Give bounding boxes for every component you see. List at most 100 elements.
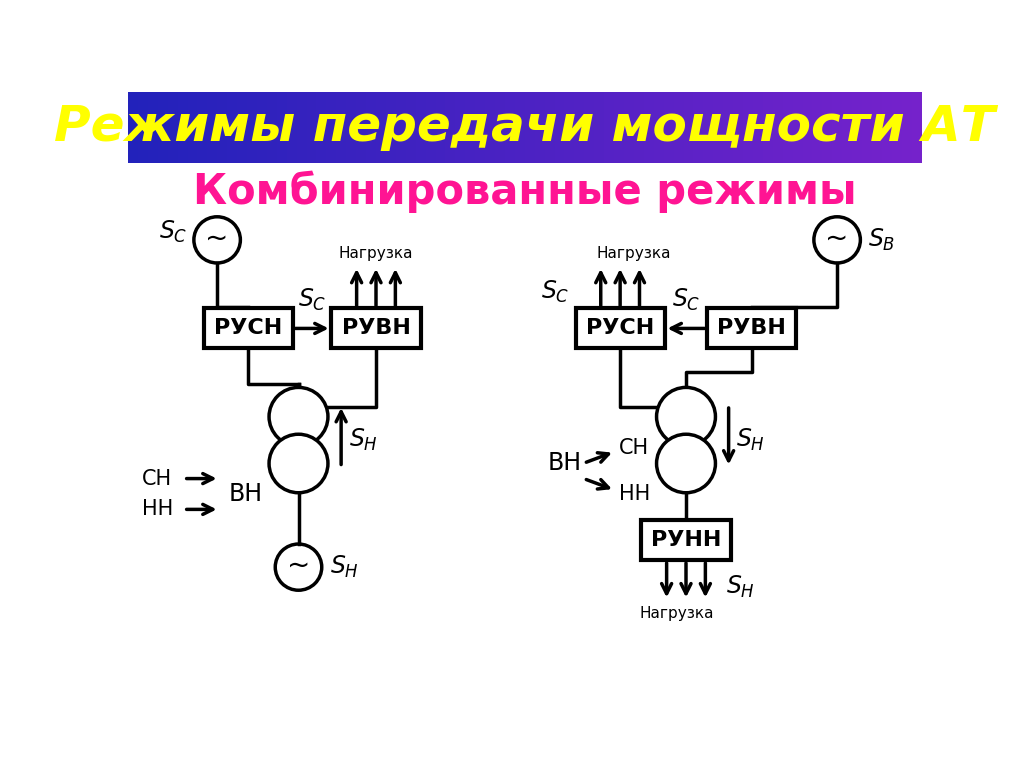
Bar [217, 92, 228, 163]
Bar [306, 92, 318, 163]
Bar [276, 92, 289, 163]
Text: $S_C$: $S_C$ [159, 219, 187, 245]
Bar [426, 92, 437, 163]
Bar [238, 92, 249, 163]
Text: РУНН: РУНН [651, 530, 721, 550]
Bar [753, 92, 765, 163]
Bar [852, 92, 863, 163]
Text: $S_C$: $S_C$ [672, 287, 700, 313]
Text: $S_C$: $S_C$ [298, 287, 327, 313]
Bar [465, 92, 477, 163]
Text: СН: СН [618, 438, 648, 458]
Bar [564, 92, 575, 163]
Bar [782, 92, 795, 163]
Text: $S_B$: $S_B$ [868, 227, 895, 253]
Bar [445, 92, 457, 163]
Bar [634, 92, 645, 163]
Bar [763, 92, 774, 163]
Bar [376, 92, 387, 163]
Bar [356, 92, 368, 163]
Bar [475, 92, 486, 163]
Text: Режимы передачи мощности АТ: Режимы передачи мощности АТ [54, 104, 995, 151]
Bar [674, 92, 685, 163]
Bar [406, 92, 417, 163]
Bar [495, 92, 507, 163]
Bar [708, 308, 797, 348]
Bar [287, 92, 298, 163]
Bar [882, 92, 893, 163]
Bar [207, 92, 219, 163]
Bar [138, 92, 150, 163]
Bar [485, 92, 497, 163]
Text: НН: НН [618, 484, 650, 504]
Bar [585, 92, 596, 163]
Bar [822, 92, 834, 163]
Text: ~: ~ [825, 224, 849, 252]
Bar [773, 92, 784, 163]
Bar [435, 92, 447, 163]
Bar [902, 92, 913, 163]
Bar [872, 92, 884, 163]
Bar [158, 92, 169, 163]
Bar [386, 92, 397, 163]
Bar [664, 92, 675, 163]
Bar [812, 92, 824, 163]
Bar [641, 520, 730, 560]
Circle shape [269, 434, 328, 492]
Bar [743, 92, 755, 163]
Bar [733, 92, 744, 163]
Text: $S_H$: $S_H$ [349, 427, 378, 453]
Text: НН: НН [142, 499, 173, 519]
Bar [653, 92, 666, 163]
Bar [297, 92, 308, 163]
Bar [614, 92, 626, 163]
Bar [535, 92, 546, 163]
Bar [316, 92, 328, 163]
Bar [524, 92, 537, 163]
Bar [842, 92, 854, 163]
Bar [723, 92, 734, 163]
Bar [604, 92, 615, 163]
Text: Нагрузка: Нагрузка [639, 607, 714, 621]
Bar [644, 92, 655, 163]
Bar [624, 92, 636, 163]
Circle shape [656, 434, 716, 492]
Bar [416, 92, 427, 163]
Bar [714, 92, 725, 163]
Bar [833, 92, 844, 163]
Bar [456, 92, 467, 163]
Bar [892, 92, 903, 163]
Bar [336, 92, 348, 163]
Bar [555, 92, 566, 163]
Text: $S_H$: $S_H$ [736, 427, 765, 453]
Bar [147, 92, 160, 163]
Bar [204, 308, 293, 348]
Bar [346, 92, 357, 163]
Bar [793, 92, 804, 163]
Bar [267, 92, 279, 163]
Bar [911, 92, 924, 163]
Bar [862, 92, 873, 163]
Bar [574, 92, 586, 163]
Text: Нагрузка: Нагрузка [597, 245, 672, 261]
Bar [703, 92, 715, 163]
Text: $S_H$: $S_H$ [726, 574, 756, 601]
Bar [257, 92, 268, 163]
Text: РУВН: РУВН [342, 318, 411, 338]
Circle shape [656, 387, 716, 446]
Bar [693, 92, 705, 163]
Text: Нагрузка: Нагрузка [339, 245, 414, 261]
Text: ВН: ВН [548, 451, 583, 476]
Bar [187, 92, 199, 163]
Bar [177, 92, 189, 163]
Bar [575, 308, 665, 348]
Text: РУСН: РУСН [586, 318, 654, 338]
Bar [128, 92, 139, 163]
Bar [515, 92, 526, 163]
Bar [505, 92, 516, 163]
Text: РУВН: РУВН [718, 318, 786, 338]
Bar [168, 92, 179, 163]
Bar [684, 92, 695, 163]
Text: РУСН: РУСН [214, 318, 283, 338]
Bar [396, 92, 408, 163]
